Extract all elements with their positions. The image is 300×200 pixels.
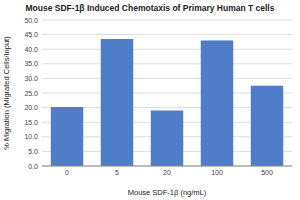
y-tick-label: 25.0: [24, 90, 38, 97]
x-axis-label: Mouse SDF-1β (ng/mL): [128, 188, 207, 197]
grid-line: [42, 78, 292, 79]
grid: [42, 20, 292, 166]
y-axis-label: % Migration (Migrated Cells/Input): [2, 36, 11, 150]
bars: [51, 39, 284, 166]
grid-line: [42, 166, 292, 167]
bar: [201, 40, 234, 166]
chart: Mouse SDF-1β Induced Chemotaxis of Prima…: [0, 0, 300, 200]
grid-line: [42, 34, 292, 35]
grid-line: [42, 20, 292, 21]
y-tick-label: 30.0: [24, 75, 38, 82]
bar: [51, 107, 84, 166]
bar: [101, 39, 134, 166]
bar: [151, 111, 184, 166]
y-tick-label: 10.0: [24, 133, 38, 140]
y-tick-label: 45.0: [24, 31, 38, 38]
y-tick-label: 40.0: [24, 46, 38, 53]
x-tick-label: 20: [163, 169, 171, 176]
y-tick-label: 15.0: [24, 119, 38, 126]
y-tick-label: 0.0: [28, 163, 38, 170]
x-axis-line: [42, 166, 292, 167]
grid-line: [42, 49, 292, 50]
grid-line: [42, 63, 292, 64]
bar: [251, 86, 284, 166]
y-tick-label: 5.0: [28, 148, 38, 155]
x-tick-label: 5: [115, 169, 119, 176]
x-tick-label: 100: [211, 169, 223, 176]
title: Mouse SDF-1β Induced Chemotaxis of Prima…: [26, 3, 275, 13]
x-tick-label: 500: [261, 169, 273, 176]
y-tick-label: 20.0: [24, 104, 38, 111]
y-tick-label: 50.0: [24, 17, 38, 24]
y-tick-label: 35.0: [24, 60, 38, 67]
x-tick-label: 0: [65, 169, 69, 176]
